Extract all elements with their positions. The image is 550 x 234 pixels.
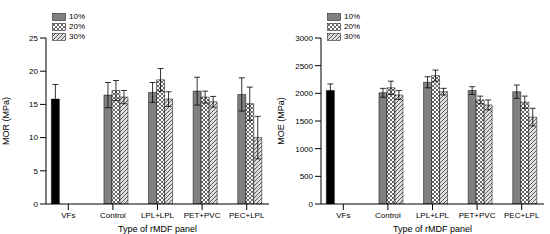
svg-text:MOR (MPa): MOR (MPa): [8, 97, 11, 145]
svg-text:Type of rMDF panel: Type of rMDF panel: [393, 224, 472, 234]
svg-text:500: 500: [300, 172, 314, 181]
svg-text:Control: Control: [100, 211, 126, 220]
svg-text:Type of rMDF panel: Type of rMDF panel: [118, 224, 197, 234]
svg-text:LPL+LPL: LPL+LPL: [416, 211, 450, 220]
svg-text:PEC+LPL: PEC+LPL: [229, 211, 265, 220]
svg-text:MOE (MPa): MOE (MPa): [276, 97, 286, 145]
svg-text:0: 0: [34, 200, 39, 209]
html-text:30%: 30%: [69, 32, 85, 41]
html-text:10%: 10%: [344, 12, 360, 21]
html-text:20%: 20%: [69, 22, 85, 31]
svg-text:25: 25: [29, 34, 38, 43]
svg-text:0: 0: [309, 200, 314, 209]
svg-text:PET+PVC: PET+PVC: [184, 211, 221, 220]
html-text:30%: 30%: [344, 32, 360, 41]
svg-text:VFs: VFs: [61, 211, 75, 220]
html-text:20%: 20%: [344, 22, 360, 31]
svg-text:2000: 2000: [295, 89, 313, 98]
svg-text:15: 15: [29, 100, 38, 109]
svg-text:5: 5: [34, 167, 39, 176]
svg-text:PEC+LPL: PEC+LPL: [504, 211, 540, 220]
svg-text:1000: 1000: [295, 145, 313, 154]
svg-text:Control: Control: [375, 211, 401, 220]
svg-text:2500: 2500: [295, 62, 313, 71]
svg-text:3000: 3000: [295, 34, 313, 43]
svg-text:20: 20: [29, 67, 38, 76]
svg-text:1500: 1500: [295, 117, 313, 126]
svg-text:VFs: VFs: [336, 211, 350, 220]
svg-text:10: 10: [29, 133, 38, 142]
svg-text:PET+PVC: PET+PVC: [459, 211, 496, 220]
svg-text:LPL+LPL: LPL+LPL: [141, 211, 175, 220]
html-text:10%: 10%: [69, 12, 85, 21]
